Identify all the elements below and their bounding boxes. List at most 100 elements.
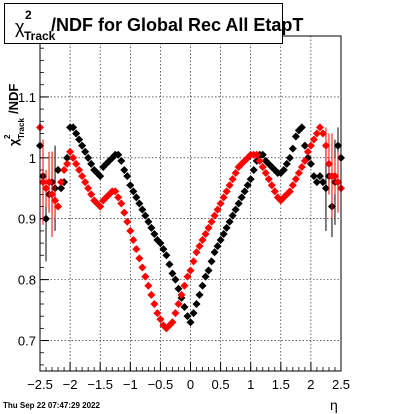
data-point: [210, 248, 219, 257]
data-point: [180, 281, 189, 290]
data-point: [228, 211, 237, 220]
data-point: [183, 312, 192, 321]
data-point: [84, 153, 93, 162]
data-point: [300, 156, 309, 165]
data-point: [207, 217, 216, 226]
data-point: [63, 159, 72, 168]
data-point: [54, 166, 63, 174]
data-point: [72, 129, 81, 138]
data-point: [192, 248, 201, 257]
data-point: [87, 159, 96, 168]
data-point: [333, 141, 342, 150]
ylabel-sup: 2: [3, 134, 12, 139]
data-point: [228, 175, 237, 184]
data-point: [279, 166, 288, 174]
data-point: [81, 178, 90, 187]
data-point: [126, 181, 135, 190]
data-point: [111, 187, 120, 196]
data-point: [168, 269, 177, 278]
ylabel-chi: χ: [6, 138, 21, 146]
data-point: [96, 202, 105, 211]
data-point: [141, 211, 150, 220]
data-point: [207, 257, 216, 266]
data-point: [216, 236, 225, 245]
data-point: [198, 236, 207, 245]
timestamp: Thu Sep 22 07:47:29 2022: [3, 401, 100, 410]
data-point: [264, 175, 273, 184]
title-chi: χ: [15, 17, 25, 37]
data-point: [144, 281, 153, 290]
data-point: [45, 178, 54, 187]
chart-title-box: χ 2 Track /NDF for Global Rec All EtapT: [4, 3, 303, 44]
x-tick-label: −2.5: [27, 377, 53, 392]
data-point: [189, 309, 198, 318]
data-point: [189, 257, 198, 266]
data-point: [63, 153, 72, 162]
data-point: [162, 251, 171, 260]
data-point: [138, 205, 147, 214]
data-point: [177, 290, 186, 299]
data-point: [297, 162, 306, 171]
data-point: [288, 181, 297, 190]
data-point: [78, 172, 87, 181]
data-point: [246, 175, 255, 184]
data-point: [252, 150, 261, 159]
tick-labels: −2.5 −2 −1.5 −1 −0.5 0 0.5 1 1.5 2 2.5 0.7 0.8 0.9 1 1.…: [18, 90, 350, 392]
data-point: [135, 199, 144, 208]
data-point: [225, 217, 234, 226]
data-point: [222, 223, 231, 232]
data-point: [171, 309, 180, 318]
data-point: [306, 159, 315, 168]
data-point: [222, 187, 231, 196]
data-point: [147, 223, 156, 232]
data-point: [240, 187, 249, 196]
data-point: [78, 141, 87, 150]
data-point: [42, 214, 51, 223]
data-point: [156, 239, 165, 248]
data-point: [204, 223, 213, 232]
data-point: [186, 266, 195, 275]
data-point: [294, 169, 303, 178]
data-point: [60, 166, 69, 174]
data-point: [54, 202, 63, 211]
x-tick-label: 2: [307, 377, 314, 392]
data-point: [315, 172, 324, 181]
data-point: [156, 315, 165, 324]
data-point: [123, 172, 132, 181]
x-tick-label: −0.5: [148, 377, 174, 392]
y-tick-label: 0.7: [18, 334, 36, 349]
data-point: [129, 187, 138, 196]
data-point: [213, 205, 222, 214]
data-point: [210, 211, 219, 220]
data-point: [117, 156, 126, 165]
data-point: [231, 205, 240, 214]
data-point: [204, 266, 213, 275]
data-point: [303, 147, 312, 156]
data-point: [126, 226, 135, 235]
data-point: [75, 166, 84, 174]
x-tick-label: 1.5: [272, 377, 290, 392]
data-point: [135, 254, 144, 263]
data-point: [75, 135, 84, 144]
data-point: [144, 217, 153, 226]
data-point: [309, 135, 318, 144]
data-point: [330, 172, 339, 181]
data-point: [168, 318, 177, 327]
data-point: [291, 175, 300, 184]
data-point: [321, 141, 330, 150]
y-axis-label: χ 2 Track /NDF: [2, 58, 32, 148]
data-point: [243, 181, 252, 190]
x-tick-label: −2: [63, 377, 78, 392]
data-point: [51, 196, 60, 205]
data-point: [258, 162, 267, 171]
data-point: [114, 150, 123, 159]
data-point: [138, 263, 147, 272]
data-point: [312, 129, 321, 138]
data-point: [183, 272, 192, 281]
data-point: [225, 181, 234, 190]
data-point: [87, 190, 96, 199]
data-point: [201, 229, 210, 238]
y-tick-label: 0.8: [18, 273, 36, 288]
data-point: [120, 166, 129, 174]
